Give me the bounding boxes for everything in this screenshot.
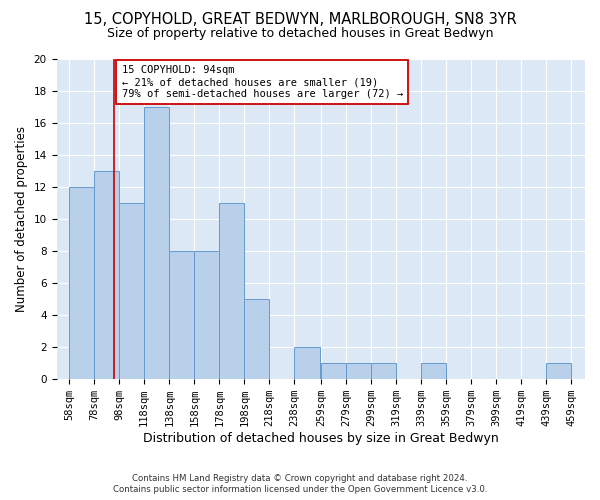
Bar <box>144 107 169 379</box>
Bar <box>119 203 144 379</box>
Bar <box>295 347 320 379</box>
Bar <box>321 363 346 379</box>
Bar <box>194 251 220 379</box>
X-axis label: Distribution of detached houses by size in Great Bedwyn: Distribution of detached houses by size … <box>143 432 499 445</box>
Text: 15, COPYHOLD, GREAT BEDWYN, MARLBOROUGH, SN8 3YR: 15, COPYHOLD, GREAT BEDWYN, MARLBOROUGH,… <box>83 12 517 28</box>
Bar <box>169 251 194 379</box>
Y-axis label: Number of detached properties: Number of detached properties <box>15 126 28 312</box>
Bar <box>220 203 244 379</box>
Bar <box>371 363 396 379</box>
Bar <box>94 171 119 379</box>
Bar <box>546 363 571 379</box>
Text: Contains HM Land Registry data © Crown copyright and database right 2024.
Contai: Contains HM Land Registry data © Crown c… <box>113 474 487 494</box>
Bar <box>244 299 269 379</box>
Bar <box>346 363 371 379</box>
Bar <box>69 187 94 379</box>
Bar <box>421 363 446 379</box>
Text: 15 COPYHOLD: 94sqm
← 21% of detached houses are smaller (19)
79% of semi-detache: 15 COPYHOLD: 94sqm ← 21% of detached hou… <box>122 66 403 98</box>
Text: Size of property relative to detached houses in Great Bedwyn: Size of property relative to detached ho… <box>107 28 493 40</box>
